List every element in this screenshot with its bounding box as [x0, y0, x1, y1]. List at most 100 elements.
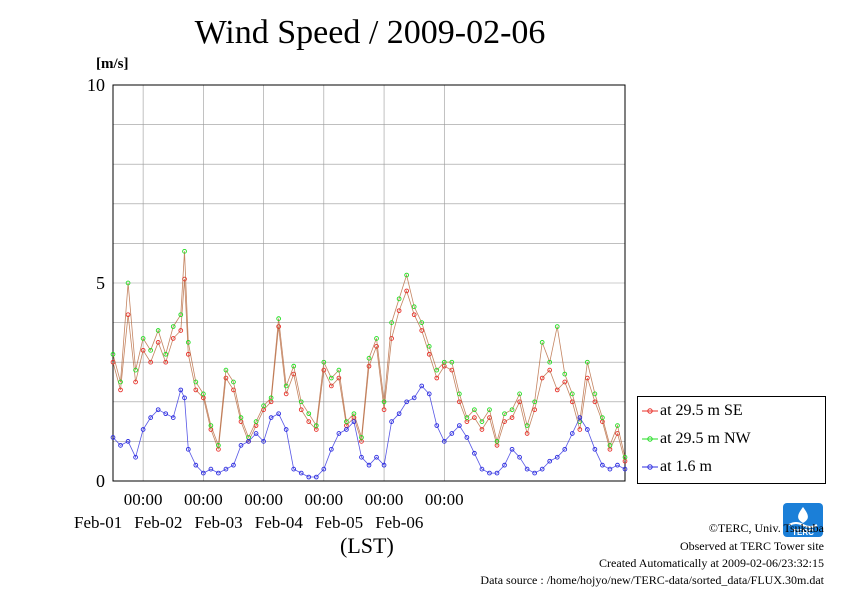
- data-point-1: [494, 439, 500, 444]
- credit-source: Data source : /home/hojyo/new/TERC-data/…: [480, 573, 824, 587]
- data-point-2: [517, 454, 522, 460]
- data-point-0: [163, 359, 169, 365]
- data-point-2: [193, 462, 199, 468]
- data-point-2: [344, 427, 349, 432]
- data-point-2: [178, 387, 184, 393]
- data-point-2: [223, 466, 229, 472]
- data-point-1: [238, 415, 244, 420]
- credit-copyright: ©TERC, Univ. Tsukuba: [708, 521, 824, 535]
- data-point-2: [155, 407, 161, 413]
- data-point-2: [615, 462, 620, 468]
- data-point-2: [306, 474, 312, 480]
- y-tick-label: 0: [96, 471, 105, 491]
- data-point-2: [321, 466, 327, 472]
- data-point-2: [434, 423, 440, 428]
- data-point-1: [344, 419, 349, 424]
- data-point-1: [329, 375, 334, 381]
- data-point-2: [313, 474, 319, 480]
- data-point-2: [622, 466, 628, 472]
- data-point-1: [178, 312, 184, 318]
- x-tick-time: 00:00: [244, 490, 283, 509]
- data-point-2: [389, 419, 394, 424]
- data-point-2: [487, 470, 492, 476]
- data-point-0: [170, 336, 176, 341]
- data-point-1: [223, 367, 229, 373]
- data-point-1: [182, 248, 187, 254]
- data-point-2: [562, 446, 568, 452]
- data-point-0: [389, 336, 394, 341]
- data-point-0: [524, 431, 530, 436]
- data-point-2: [374, 454, 379, 460]
- data-point-2: [509, 446, 515, 452]
- chart-title: Wind Speed / 2009-02-06: [194, 14, 546, 51]
- data-point-1: [283, 383, 289, 389]
- svg-text:TERC: TERC: [792, 528, 814, 537]
- data-point-0: [562, 379, 568, 385]
- data-point-1: [253, 419, 259, 424]
- data-point-2: [163, 411, 169, 417]
- data-point-1: [472, 407, 477, 413]
- data-point-0: [509, 415, 515, 420]
- data-point-1: [517, 391, 522, 397]
- legend-item-low: at 1.6 m: [638, 455, 825, 481]
- data-point-2: [208, 466, 214, 472]
- data-point-1: [261, 403, 266, 409]
- x-tick-date: Feb-05: [315, 513, 363, 532]
- data-point-2: [411, 395, 417, 401]
- data-point-1: [532, 399, 537, 405]
- data-point-2: [201, 470, 206, 476]
- data-point-1: [306, 411, 312, 417]
- x-tick-time: 00:00: [124, 490, 163, 509]
- data-point-2: [607, 466, 613, 472]
- data-point-1: [411, 304, 417, 310]
- data-point-1: [607, 443, 613, 448]
- data-point-0: [396, 308, 402, 314]
- x-axis-label: (LST): [340, 533, 394, 558]
- data-point-1: [216, 443, 221, 448]
- data-point-0: [577, 427, 583, 432]
- data-point-2: [133, 454, 138, 460]
- x-tick-date: Feb-01: [74, 513, 122, 532]
- terc-logo: TERC: [783, 503, 823, 537]
- legend-label-low: at 1.6 m: [660, 458, 712, 475]
- data-point-2: [404, 399, 409, 405]
- data-point-2: [329, 446, 334, 452]
- terc-logo-mark: TERC: [788, 507, 818, 537]
- legend-label-se: at 29.5 m SE: [660, 402, 743, 419]
- data-point-1: [366, 355, 372, 361]
- data-point-1: [396, 296, 402, 302]
- series-line-2: [112, 385, 626, 478]
- data-point-1: [464, 415, 470, 420]
- data-point-1: [118, 379, 123, 385]
- data-point-2: [569, 431, 575, 436]
- data-point-1: [562, 371, 568, 377]
- data-point-1: [125, 280, 131, 286]
- data-point-1: [140, 336, 146, 341]
- data-point-1: [133, 367, 138, 373]
- data-point-1: [547, 359, 553, 365]
- data-point-1: [381, 399, 387, 405]
- data-point-0: [457, 399, 462, 405]
- data-point-2: [276, 411, 281, 417]
- data-point-0: [419, 328, 425, 333]
- data-point-2: [472, 450, 477, 456]
- x-tick-date: Feb-02: [134, 513, 182, 532]
- data-point-2: [419, 383, 425, 389]
- data-point-0: [366, 363, 372, 369]
- data-point-1: [185, 340, 191, 345]
- data-point-1: [110, 351, 116, 357]
- data-point-2: [253, 431, 259, 436]
- data-point-2: [238, 443, 244, 448]
- data-point-1: [321, 359, 327, 365]
- data-point-2: [577, 415, 583, 420]
- data-point-0: [125, 312, 131, 318]
- data-point-2: [182, 395, 187, 401]
- data-point-1: [291, 363, 297, 369]
- data-point-2: [585, 427, 590, 432]
- data-point-1: [569, 391, 575, 397]
- data-point-2: [148, 415, 153, 420]
- data-point-2: [494, 470, 500, 476]
- data-point-0: [155, 340, 161, 345]
- data-point-1: [359, 435, 364, 440]
- legend: at 29.5 m SE at 29.5 m NW at 1.6 m: [637, 396, 826, 484]
